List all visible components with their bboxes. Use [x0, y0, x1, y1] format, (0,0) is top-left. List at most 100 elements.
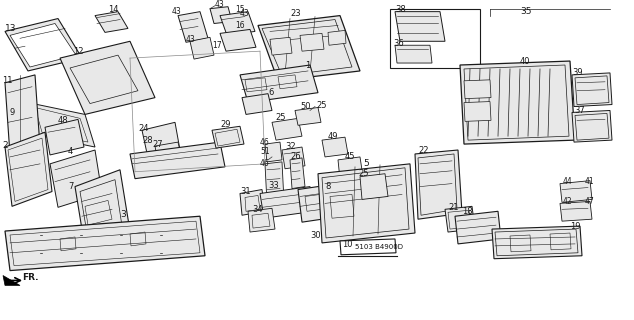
Polygon shape: [572, 73, 612, 107]
Text: 37: 37: [574, 106, 585, 115]
Polygon shape: [415, 150, 462, 219]
Polygon shape: [455, 211, 501, 244]
Polygon shape: [248, 208, 275, 232]
Polygon shape: [75, 170, 130, 248]
Polygon shape: [445, 206, 475, 232]
Text: 4: 4: [68, 148, 74, 156]
Text: 40: 40: [520, 57, 531, 66]
Text: FR.: FR.: [22, 273, 39, 282]
Text: 51: 51: [260, 148, 269, 156]
Text: 48: 48: [58, 116, 68, 125]
Text: 28: 28: [142, 136, 153, 145]
Polygon shape: [5, 216, 205, 271]
Polygon shape: [390, 9, 480, 68]
Text: 39: 39: [572, 68, 583, 77]
Text: 43: 43: [172, 7, 182, 16]
Polygon shape: [282, 147, 305, 169]
Text: 32: 32: [285, 141, 295, 150]
Polygon shape: [272, 118, 302, 140]
Text: 17: 17: [212, 41, 222, 50]
Polygon shape: [360, 174, 388, 199]
Text: 46: 46: [260, 138, 269, 147]
Text: 24: 24: [138, 124, 148, 133]
Polygon shape: [5, 132, 52, 206]
Text: 18: 18: [462, 207, 472, 216]
Polygon shape: [560, 201, 592, 221]
Polygon shape: [95, 12, 128, 32]
Polygon shape: [395, 12, 445, 41]
Polygon shape: [395, 45, 432, 63]
Polygon shape: [560, 181, 592, 202]
Polygon shape: [572, 110, 612, 142]
Polygon shape: [258, 16, 360, 81]
Text: 43: 43: [240, 9, 250, 18]
Text: 21: 21: [448, 203, 458, 212]
Polygon shape: [220, 12, 255, 35]
Polygon shape: [45, 119, 84, 155]
Text: 29: 29: [220, 120, 231, 129]
Ellipse shape: [89, 73, 121, 97]
Text: 6: 6: [268, 88, 273, 97]
Polygon shape: [270, 37, 292, 55]
Polygon shape: [142, 122, 180, 158]
Text: 41: 41: [585, 177, 595, 186]
Text: 46: 46: [260, 159, 269, 168]
Polygon shape: [5, 75, 40, 155]
Text: 44: 44: [563, 177, 573, 186]
Polygon shape: [492, 226, 582, 259]
Polygon shape: [322, 137, 348, 157]
Polygon shape: [300, 33, 324, 51]
Polygon shape: [328, 30, 346, 45]
Text: 49: 49: [328, 132, 339, 141]
Polygon shape: [220, 29, 256, 51]
Polygon shape: [50, 150, 102, 207]
Polygon shape: [60, 41, 155, 115]
Polygon shape: [130, 142, 225, 179]
Polygon shape: [210, 7, 232, 23]
Text: 31: 31: [240, 187, 250, 196]
Polygon shape: [155, 142, 182, 164]
Polygon shape: [178, 12, 208, 42]
Text: 10: 10: [342, 240, 353, 249]
Text: 50: 50: [300, 102, 311, 111]
Polygon shape: [3, 276, 20, 285]
Polygon shape: [212, 126, 244, 148]
Text: 26: 26: [290, 152, 301, 161]
Polygon shape: [260, 187, 314, 218]
Polygon shape: [460, 61, 575, 144]
Polygon shape: [464, 80, 491, 99]
Text: 36: 36: [393, 39, 404, 48]
Polygon shape: [242, 94, 272, 115]
Polygon shape: [340, 239, 396, 255]
Polygon shape: [338, 157, 363, 180]
Text: 7: 7: [68, 182, 74, 191]
Text: 2: 2: [2, 140, 8, 149]
Text: 25: 25: [358, 169, 368, 178]
Text: 43: 43: [186, 35, 196, 44]
Polygon shape: [295, 108, 321, 125]
Text: 42: 42: [563, 197, 573, 206]
Text: 16: 16: [235, 21, 245, 30]
Polygon shape: [240, 65, 318, 103]
Text: 27: 27: [152, 140, 163, 148]
Polygon shape: [10, 23, 76, 67]
Text: 33: 33: [268, 181, 279, 190]
Polygon shape: [28, 103, 95, 147]
Text: 15: 15: [235, 5, 245, 14]
Text: 5: 5: [363, 159, 369, 168]
Polygon shape: [265, 162, 284, 204]
Text: 8: 8: [325, 182, 330, 191]
Text: 1: 1: [305, 60, 310, 69]
Text: 19: 19: [570, 222, 581, 231]
Text: 3: 3: [120, 210, 126, 219]
Polygon shape: [190, 37, 214, 59]
Text: 22: 22: [418, 146, 429, 155]
Text: 25: 25: [275, 113, 285, 122]
Text: 30: 30: [310, 231, 321, 241]
Text: 13: 13: [5, 24, 16, 33]
Polygon shape: [265, 142, 282, 162]
Text: 35: 35: [520, 7, 531, 16]
Polygon shape: [298, 184, 342, 222]
Text: 5103 B4900D: 5103 B4900D: [355, 244, 403, 250]
Text: 11: 11: [2, 76, 13, 85]
